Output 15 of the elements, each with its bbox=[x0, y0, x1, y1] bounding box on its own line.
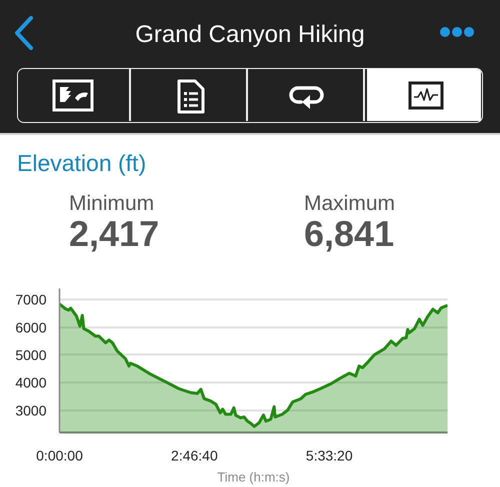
y-tick-label: 6000 bbox=[15, 319, 47, 336]
y-tick-label: 4000 bbox=[15, 374, 47, 391]
x-tick-label: 2:46:40 bbox=[171, 448, 218, 464]
chart-title: Grand Canyon Hiking bbox=[134, 20, 366, 50]
text: 6,841 bbox=[304, 213, 394, 254]
x-axis-title: Time (h:m:s) bbox=[217, 470, 290, 484]
x-tick-label: 5:33:20 bbox=[306, 448, 353, 464]
x-tick-label: 0:00:00 bbox=[36, 448, 84, 464]
chart-subtitle: Elevation (ft) bbox=[17, 150, 146, 176]
text: Maximum bbox=[304, 192, 396, 216]
y-tick-label: 3000 bbox=[15, 402, 47, 418]
y-tick-label: 7000 bbox=[15, 292, 47, 308]
text: Minimum bbox=[69, 192, 154, 216]
y-tick-label: 5000 bbox=[15, 346, 47, 363]
text: 2,417 bbox=[69, 213, 160, 254]
